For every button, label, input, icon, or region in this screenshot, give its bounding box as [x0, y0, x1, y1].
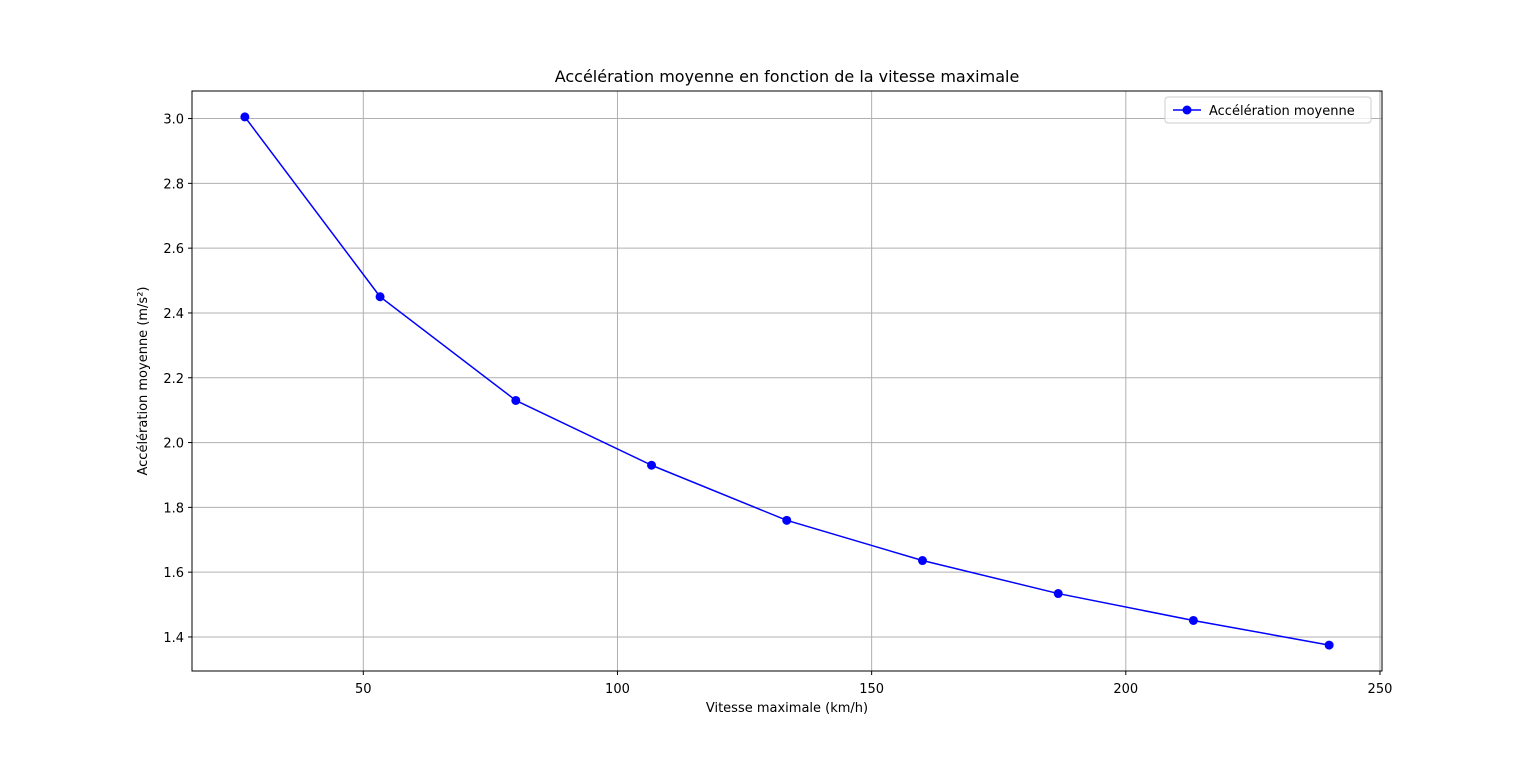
y-tick-label: 2.0 — [163, 437, 184, 452]
x-tick-label: 50 — [355, 682, 372, 697]
data-point — [1324, 640, 1334, 650]
legend-point-marker — [1182, 105, 1192, 115]
x-tick-label: 200 — [1113, 682, 1138, 697]
series-layer — [240, 112, 1334, 650]
grid — [192, 91, 1382, 671]
y-tick-label: 2.2 — [163, 372, 184, 387]
y-tick-label: 1.8 — [163, 501, 184, 516]
data-point — [917, 556, 927, 566]
x-tick-label: 100 — [605, 682, 630, 697]
y-axis-label: Accélération moyenne (m/s²) — [136, 286, 151, 475]
data-point — [647, 460, 657, 470]
legend-box — [1164, 96, 1372, 124]
data-point — [1053, 589, 1063, 599]
legend: Accélération moyenne — [1164, 96, 1372, 124]
y-tick-label: 1.6 — [163, 566, 184, 581]
data-point — [1188, 615, 1198, 625]
ticks: 50 100 150 200 250 1.4 1.6 1.8 2.0 2.2 2.4 2.6 2.8 3.… — [163, 113, 1392, 697]
x-axis-label: Vitesse maximale (km/h) — [706, 701, 868, 716]
chart-title: Accélération moyenne en fonction de la v… — [555, 67, 1020, 86]
x-tick-label: 150 — [859, 682, 884, 697]
data-point — [375, 292, 385, 302]
y-tick-label: 2.6 — [163, 242, 184, 257]
series-line — [244, 116, 1330, 646]
legend-label: Accélération moyenne — [1209, 104, 1355, 119]
y-tick-label: 2.4 — [163, 307, 184, 322]
y-tick-label: 1.4 — [163, 631, 184, 646]
plot-frame — [191, 90, 1383, 672]
y-tick-label: 3.0 — [163, 113, 184, 128]
x-tick-label: 250 — [1368, 682, 1393, 697]
y-tick-label: 2.8 — [163, 177, 184, 192]
data-point — [240, 112, 250, 122]
data-point — [782, 515, 792, 525]
data-point — [511, 395, 521, 405]
